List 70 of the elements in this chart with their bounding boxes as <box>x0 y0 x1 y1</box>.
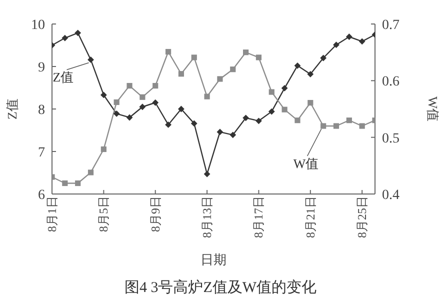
point <box>191 54 197 60</box>
point <box>114 99 120 105</box>
x-axis-title: 日期 <box>200 252 226 267</box>
series-label: Z值 <box>52 70 74 85</box>
point <box>165 48 172 55</box>
y-tick-label: 7 <box>38 145 45 160</box>
point <box>294 118 300 124</box>
point <box>152 99 159 106</box>
y-axis-title: Z值 <box>4 98 20 120</box>
point <box>333 42 340 48</box>
point <box>320 123 326 129</box>
y2-tick-label: 0.5 <box>382 131 400 146</box>
point <box>358 38 366 45</box>
point <box>256 118 262 124</box>
point <box>62 34 68 42</box>
y-tick-label: 6 <box>38 188 45 203</box>
point <box>230 66 236 72</box>
point <box>190 120 198 127</box>
point <box>62 180 68 186</box>
point <box>140 94 146 100</box>
point <box>204 94 210 100</box>
point <box>308 100 314 106</box>
point <box>152 82 158 89</box>
point <box>282 106 288 112</box>
point <box>217 76 223 82</box>
point <box>75 180 81 186</box>
y2-axis-title: W值 <box>425 96 440 122</box>
point <box>126 82 132 89</box>
point <box>139 104 146 110</box>
y2-tick-label: 0.6 <box>382 74 400 90</box>
point <box>178 106 184 112</box>
point <box>100 92 107 98</box>
point <box>359 123 365 129</box>
x-tick-label: 8月17日 <box>252 196 266 238</box>
point <box>204 170 210 178</box>
x-tick-label: 8月13日 <box>200 196 214 238</box>
point <box>216 128 224 136</box>
text: W值 <box>293 156 319 171</box>
y-tick-label: 10 <box>31 18 45 33</box>
point <box>256 54 262 60</box>
point <box>320 54 327 62</box>
y2-tick-label: 0.7 <box>382 18 400 33</box>
point <box>230 132 236 138</box>
y-tick-label: 9 <box>38 60 45 76</box>
point <box>294 62 301 69</box>
y2-tick-label: 0.4 <box>382 188 400 203</box>
point <box>268 89 274 95</box>
point <box>88 170 94 176</box>
x-tick-label: 8月5日 <box>96 196 111 232</box>
point <box>243 50 249 56</box>
point <box>333 123 340 129</box>
y-tick-label: 8 <box>38 102 45 118</box>
x-tick-label: 8月25日 <box>355 196 370 238</box>
point <box>268 108 275 115</box>
point <box>346 118 352 124</box>
point <box>74 30 82 36</box>
x-tick-label: 8月21日 <box>303 196 318 238</box>
point <box>165 122 172 128</box>
point <box>113 110 120 117</box>
x-tick-label: 8月9日 <box>148 196 162 232</box>
x-tick-label: 8月1日 <box>45 196 59 232</box>
point <box>88 56 94 63</box>
point <box>281 84 288 92</box>
point <box>242 114 249 122</box>
point <box>178 71 184 77</box>
point <box>100 146 106 152</box>
point <box>346 34 352 40</box>
text: 图4 3号高炉Z值及W值的变化 <box>123 278 318 297</box>
point <box>307 70 314 78</box>
point <box>126 114 133 121</box>
